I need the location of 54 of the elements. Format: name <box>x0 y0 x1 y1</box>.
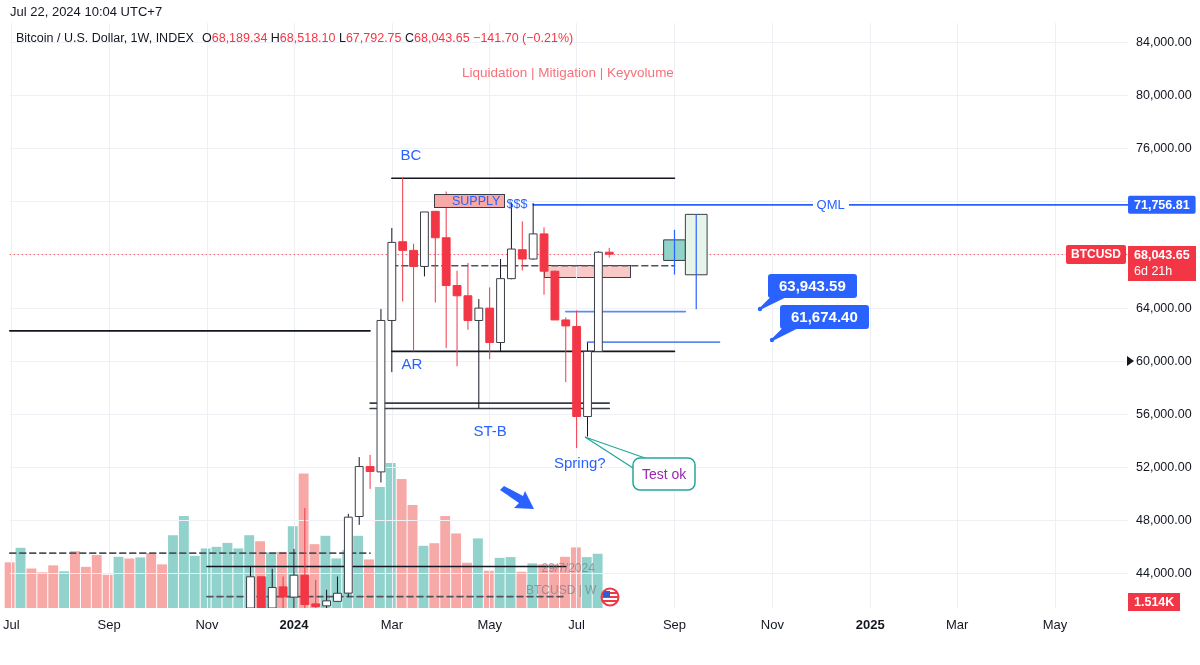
annotation: AR <box>401 355 423 373</box>
bar <box>124 558 135 608</box>
x-tick-label: Sep <box>662 617 687 632</box>
bar <box>364 559 374 608</box>
x-tick-label: Nov <box>760 617 785 632</box>
x-tick-label: 2024 <box>279 617 310 632</box>
annotation: ST-B <box>473 422 507 440</box>
bar <box>418 545 429 608</box>
x-tick-label: Nov <box>195 617 220 632</box>
x-tick-label: Mar <box>380 617 404 632</box>
x-tick-label: May <box>477 617 503 632</box>
annotation: SUPPLY <box>434 194 506 208</box>
y-tick-label: 76,000.00 <box>1136 141 1192 156</box>
candlestick <box>354 456 364 526</box>
annotation: 63,943.59 <box>779 277 846 295</box>
annotation: 61,674.40 <box>791 308 858 326</box>
bar <box>59 571 70 608</box>
candlestick <box>572 310 582 449</box>
text: 68,043.65 <box>1128 246 1196 265</box>
candlestick <box>365 454 375 490</box>
y-tick-label: 52,000.00 <box>1136 460 1192 475</box>
text: Liquidation | Mitigation | Keyvolume <box>462 65 674 82</box>
x-tick-label: 2025 <box>855 617 885 632</box>
text: Jul 22, 2024 10:04 UTC+7 <box>10 4 163 20</box>
x-tick-label: Mar <box>945 617 970 632</box>
text: 1.514K <box>1128 593 1181 611</box>
x-tick-label: Jul <box>3 617 20 632</box>
x-tick-label: Sep <box>97 617 121 632</box>
bar <box>516 571 527 608</box>
annotation: Spring? <box>554 454 606 472</box>
annotation: $$$ <box>506 196 528 211</box>
annotation: Test ok <box>642 465 687 483</box>
text: 6d 21h <box>1128 264 1196 281</box>
ref-line-label: BTCUSD <box>1066 245 1126 264</box>
x-tick-label: May <box>1042 617 1068 632</box>
annotation: O68,189.34 H68,518.10 L67,792.75 C68,043.65 −141.70 (−0.21%) <box>202 31 574 46</box>
data-label: 71,756.81 <box>1134 197 1190 212</box>
series-label: QML <box>812 196 849 213</box>
annotation: BC <box>400 146 422 164</box>
bar <box>4 562 15 608</box>
candlestick <box>398 177 408 302</box>
y-tick-label: 44,000.00 <box>1136 566 1192 581</box>
y-tick-label: 84,000.00 <box>1136 35 1192 50</box>
y-tick-label: 60,000.00 <box>1136 353 1192 368</box>
text: Bitcoin / U.S. Dollar, 1W, INDEX <box>16 31 194 46</box>
candlestick <box>485 286 495 360</box>
y-tick-label: 64,000.00 <box>1136 300 1192 315</box>
x-tick-label: Jul <box>568 617 586 632</box>
candlestick <box>517 220 527 272</box>
bar <box>135 557 146 608</box>
y-tick-label: 48,000.00 <box>1136 513 1192 528</box>
bar <box>472 538 483 608</box>
y-tick-label: 56,000.00 <box>1136 407 1192 422</box>
y-tick-label: 80,000.00 <box>1136 88 1192 103</box>
